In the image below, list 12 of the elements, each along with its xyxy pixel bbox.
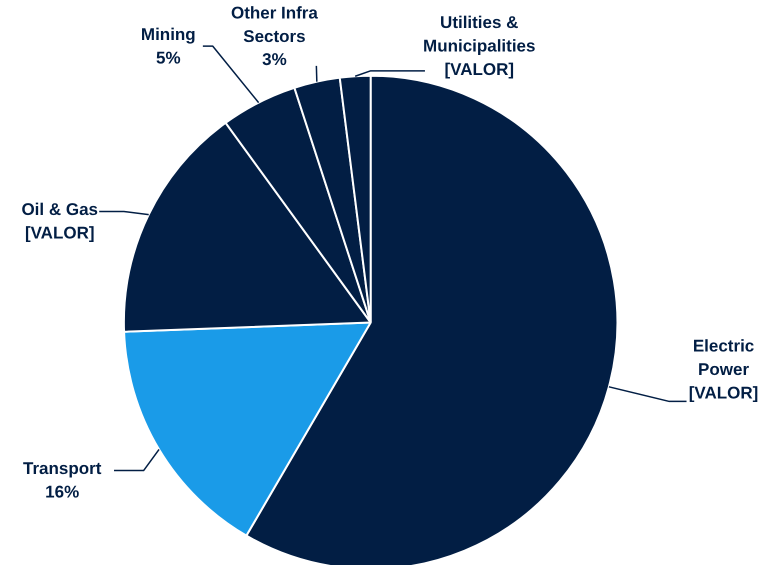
slice-label: Electric Power bbox=[692, 336, 754, 379]
data-label: 16% bbox=[45, 482, 80, 502]
slice-label: Utilities & Municipalities bbox=[423, 13, 536, 56]
data-label: [VALOR] bbox=[24, 224, 95, 243]
slice-label: Transport bbox=[22, 459, 102, 478]
data-label: 3% bbox=[262, 50, 287, 70]
data-label: [VALOR] bbox=[444, 60, 514, 80]
data-label: [VALOR] bbox=[688, 383, 758, 402]
slice-label: Oil & Gas bbox=[21, 200, 98, 220]
slice-label: Mining bbox=[140, 24, 196, 44]
slice-label: Other Infra Sectors bbox=[230, 3, 318, 46]
data-label: 5% bbox=[156, 48, 181, 68]
